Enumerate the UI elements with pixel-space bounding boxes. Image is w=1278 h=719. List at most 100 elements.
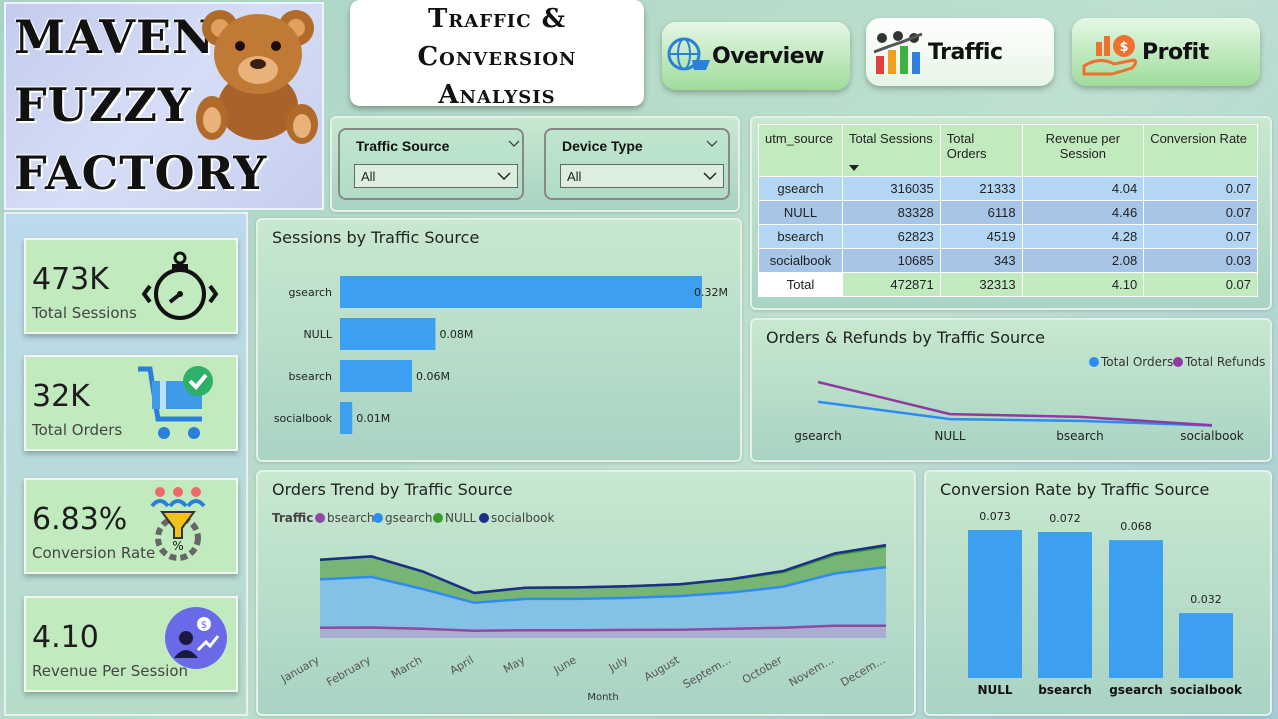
table-cell: 83328 <box>841 200 941 225</box>
month-label: March <box>389 653 425 681</box>
series-line <box>817 380 1213 427</box>
category-label: socialbook <box>274 412 333 425</box>
column-header[interactable]: Revenue per Session <box>1021 124 1145 177</box>
table-cell: 343 <box>939 248 1023 273</box>
nav-label: Overview <box>712 43 824 69</box>
traffic-source-dropdown[interactable]: All <box>354 164 518 188</box>
svg-text:%: % <box>172 539 183 553</box>
category-label: gsearch <box>288 286 332 299</box>
chevron-down-icon <box>497 172 511 181</box>
legend-title: Traffic <box>272 511 313 525</box>
table-row[interactable]: NULL 83328 6118 4.46 0.07 <box>758 200 1258 225</box>
table-cell: 0.07 <box>1143 176 1258 201</box>
table-cell: 4.04 <box>1021 176 1145 201</box>
legend-marker <box>1089 357 1099 367</box>
orders-trend-area-chart: Traffic bsearch gsearch NULL socialbook Janua… <box>272 511 888 703</box>
month-label: February <box>324 653 373 689</box>
table-total-row: Total 472871 32313 4.10 0.07 <box>758 272 1258 297</box>
legend-marker <box>373 513 383 523</box>
bar <box>340 402 353 434</box>
table-cell: socialbook <box>758 248 843 273</box>
slicer-device-type: Device Type All <box>544 128 730 200</box>
bar <box>1038 532 1092 678</box>
category-label: bsearch <box>288 370 332 383</box>
bar <box>968 530 1022 678</box>
stopwatch-icon <box>142 251 218 320</box>
chevron-down-icon[interactable] <box>706 140 718 148</box>
table-cell: 0.03 <box>1143 248 1258 273</box>
sessions-chart-panel: Sessions by Traffic Source gsearch 0.32M N… <box>256 218 742 462</box>
kpi-label: Total Sessions <box>32 304 137 322</box>
data-label: 0.32M <box>694 286 728 299</box>
month-label: Septem... <box>681 653 733 691</box>
orders-trend-panel: Orders Trend by Traffic Source Traffic bs… <box>256 470 916 716</box>
month-label: January <box>278 653 322 686</box>
nav-traffic-button[interactable]: Traffic <box>866 18 1054 86</box>
column-header-label: Total Sessions <box>848 131 933 146</box>
table-cell: 0.07 <box>1143 200 1258 225</box>
legend-label: socialbook <box>491 511 555 525</box>
table-cell: bsearch <box>758 224 843 249</box>
title-line-1: Traffic & <box>427 4 567 34</box>
kpi-label: Total Orders <box>32 421 123 439</box>
legend-label: bsearch <box>327 511 374 525</box>
page-title: Traffic & Conversion Analysis <box>350 0 644 110</box>
bsearch-line <box>319 624 886 632</box>
bar <box>1109 540 1163 678</box>
shopping-cart-icon <box>138 366 213 439</box>
hand-coin-chart-icon: $ <box>1082 35 1138 76</box>
nav-label: Traffic <box>928 39 1003 65</box>
x-axis-title: Month <box>587 692 618 703</box>
bar <box>340 360 412 392</box>
month-label: July <box>606 653 631 675</box>
kpi-label: Revenue Per Session <box>32 662 188 680</box>
legend-label: Total Refunds <box>1184 355 1265 369</box>
month-label: August <box>642 653 682 684</box>
table-cell: Total <box>758 272 843 297</box>
table-cell: 4.46 <box>1021 200 1145 225</box>
chevron-down-icon[interactable] <box>508 140 520 148</box>
chart-title: Orders Trend by Traffic Source <box>272 480 513 499</box>
table-cell: 32313 <box>939 272 1023 297</box>
nav-overview-button[interactable]: Overview <box>662 22 850 90</box>
category-label: NULL <box>934 429 965 443</box>
legend-label: NULL <box>445 511 476 525</box>
slicer-title: Device Type <box>562 138 643 154</box>
table-cell: 62823 <box>841 224 941 249</box>
category-label: socialbook <box>1180 429 1244 443</box>
legend-marker <box>479 513 489 523</box>
table-row[interactable]: bsearch 62823 4519 4.28 0.07 <box>758 224 1258 249</box>
series-line <box>817 400 1213 427</box>
gsearch-line <box>319 565 887 605</box>
conversion-rate-bar-chart: 0.073 NULL 0.072 bsearch 0.068 gsearch 0.032 so… <box>968 510 1243 697</box>
data-label: 0.01M <box>356 412 390 425</box>
device-type-dropdown[interactable]: All <box>560 164 724 188</box>
category-label: NULL <box>977 683 1012 697</box>
table-row[interactable]: socialbook 10685 343 2.08 0.03 <box>758 248 1258 273</box>
teddy-bear-icon <box>196 10 318 144</box>
table-row[interactable]: gsearch 316035 21333 4.04 0.07 <box>758 176 1258 201</box>
kpi-value: 4.10 <box>32 620 99 655</box>
kpi-value: 6.83% <box>32 502 128 537</box>
data-label: 0.068 <box>1120 520 1152 533</box>
column-header-sorted[interactable]: Total Sessions <box>841 124 941 177</box>
kpi-revenue-per-session: 4.10 Revenue Per Session $ <box>24 596 238 692</box>
sessions-bar-chart: gsearch 0.32M NULL 0.08M bsearch 0.06M socialb… <box>274 276 728 434</box>
column-header[interactable]: utm_source <box>758 124 843 177</box>
table-cell: 316035 <box>841 176 941 201</box>
dropdown-value: All <box>361 169 376 184</box>
table-cell: gsearch <box>758 176 843 201</box>
nav-profit-button[interactable]: $ Profit <box>1072 18 1260 86</box>
title-line-3: Analysis <box>438 80 556 110</box>
category-label: NULL <box>303 328 332 341</box>
data-label: 0.073 <box>979 510 1011 523</box>
brand-logo: MAVEN FUZZY FACTORY <box>4 2 324 210</box>
table-cell: 10685 <box>841 248 941 273</box>
svg-text:$: $ <box>1119 40 1128 55</box>
conversion-rate-panel: Conversion Rate by Traffic Source 0.073 N… <box>924 470 1272 716</box>
column-header[interactable]: Total Orders <box>939 124 1023 177</box>
column-header[interactable]: Conversion Rate <box>1143 124 1258 177</box>
kpi-total-orders: 32K Total Orders <box>24 355 238 451</box>
dropdown-value: All <box>567 169 582 184</box>
nav-label: Profit <box>1142 39 1209 65</box>
